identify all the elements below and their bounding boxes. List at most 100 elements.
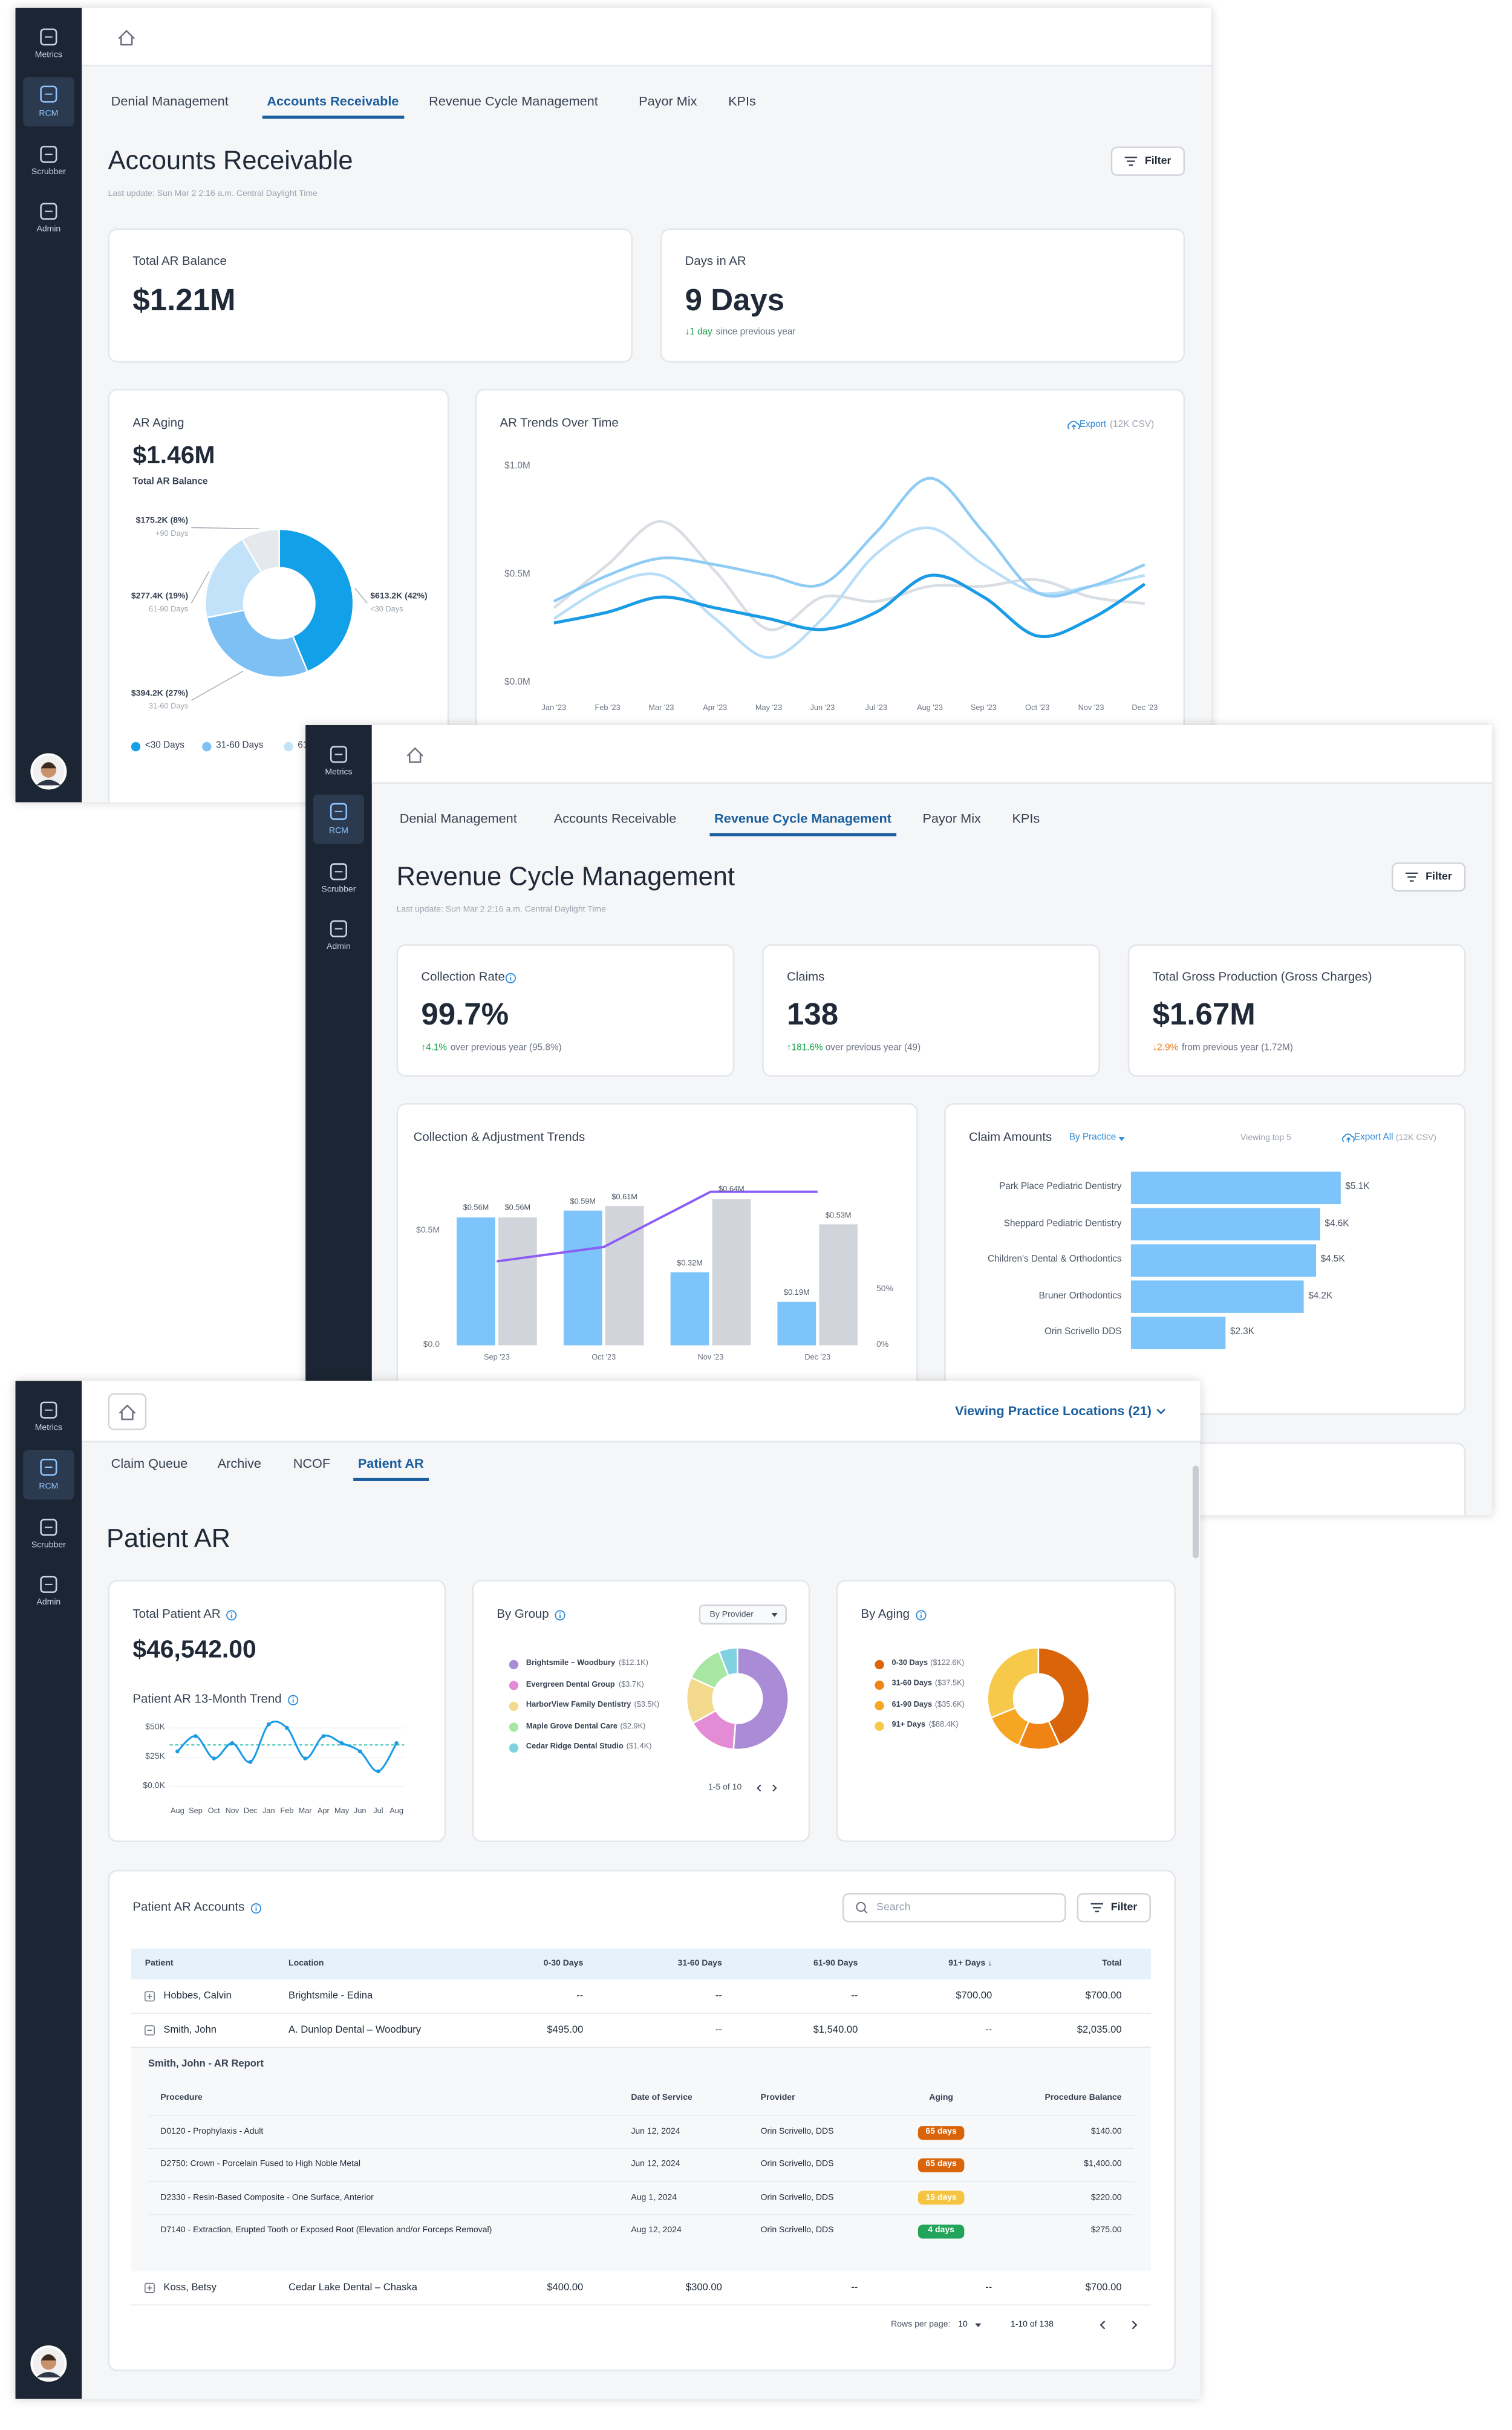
nav-icon[interactable] [40, 85, 57, 103]
legend-label: 61-90 Days [891, 1699, 933, 1710]
tab[interactable]: Denial Management [111, 93, 229, 109]
bar [1130, 1171, 1341, 1205]
expand-toggle[interactable] [145, 2282, 155, 2293]
caret [771, 1613, 778, 1617]
prev-page[interactable] [757, 1784, 761, 1792]
nav-label[interactable]: Admin [36, 225, 61, 235]
location-selector[interactable]: Viewing Practice Locations (21) [955, 1402, 1152, 1419]
legend-dot [875, 1721, 884, 1731]
report-cell: $275.00 [1090, 2226, 1122, 2236]
table-cell: $495.00 [547, 2025, 584, 2036]
export-icon[interactable] [1341, 1133, 1355, 1143]
rows-per-page[interactable]: 10 [958, 2320, 968, 2330]
tab[interactable]: Revenue Cycle Management [714, 810, 891, 826]
nav-label[interactable]: Scrubber [321, 885, 356, 895]
home-icon[interactable] [406, 747, 423, 763]
info-icon[interactable] [916, 1610, 927, 1621]
nav-icon[interactable] [330, 863, 347, 881]
expand-toggle[interactable] [145, 1991, 155, 2002]
tab[interactable]: Denial Management [399, 810, 517, 826]
nav-label[interactable]: RCM [328, 827, 348, 836]
info-icon-dot [920, 1612, 922, 1614]
export-icon[interactable] [1067, 420, 1080, 430]
tab[interactable]: Payor Mix [639, 93, 697, 109]
home-icon[interactable] [118, 30, 135, 46]
nav-label[interactable]: RCM [39, 1482, 59, 1492]
nav-label[interactable]: Metrics [325, 768, 353, 778]
tab[interactable]: Archive [217, 1455, 261, 1471]
nav-icon[interactable] [330, 920, 347, 937]
card-label: Total AR Balance [132, 253, 227, 268]
home-icon[interactable] [119, 1404, 136, 1421]
next-page[interactable] [772, 1784, 777, 1792]
filter-label[interactable]: Filter [1110, 1901, 1138, 1913]
nav-label[interactable]: Scrubber [31, 168, 66, 178]
nav-icon[interactable] [40, 203, 57, 220]
tab[interactable]: Accounts Receivable [553, 810, 677, 826]
tab[interactable]: Patient AR [357, 1455, 424, 1471]
search-placeholder[interactable]: Search [876, 1901, 911, 1913]
tab[interactable]: Accounts Receivable [267, 93, 399, 109]
prev-page[interactable] [1100, 2321, 1106, 2330]
aging-badge [917, 2191, 965, 2206]
x-tick-label: Aug '23 [917, 703, 943, 714]
info-icon[interactable] [250, 1903, 262, 1914]
nav-label[interactable]: Admin [327, 942, 351, 952]
card-value: 99.7% [421, 998, 509, 1032]
search-box[interactable] [842, 1893, 1066, 1923]
x-tick-label: Nov [225, 1806, 240, 1817]
nav-icon[interactable] [330, 746, 347, 763]
nav-label[interactable]: Scrubber [31, 1541, 66, 1551]
nav-icon[interactable] [40, 1575, 57, 1593]
info-icon[interactable] [505, 972, 516, 983]
filter-label[interactable]: Filter [1426, 871, 1452, 882]
trend-line [553, 526, 1145, 659]
slice-label: $613.2K (42%) [370, 592, 428, 602]
export-link[interactable]: Export [1079, 420, 1107, 430]
filter-label[interactable]: Filter [1144, 155, 1171, 166]
tab-underline [709, 833, 897, 836]
nav-icon[interactable] [40, 1401, 57, 1419]
dropdown-label[interactable]: By Provider [709, 1609, 754, 1620]
tab[interactable]: Revenue Cycle Management [429, 93, 598, 109]
table-cell: $700.00 [1085, 1990, 1122, 2002]
tab[interactable]: KPIs [728, 93, 756, 109]
table-cell: -- [985, 2025, 992, 2036]
leader-line [354, 588, 368, 604]
legend-value: ($35.6K) [934, 1699, 965, 1710]
report-column-header: Procedure [160, 2093, 203, 2103]
tab[interactable]: KPIs [1012, 810, 1040, 826]
tab[interactable]: Payor Mix [922, 810, 981, 826]
next-page[interactable] [1132, 2321, 1138, 2330]
filter-button[interactable] [1392, 862, 1466, 892]
x-tick-label: Feb '23 [595, 703, 621, 714]
info-icon[interactable] [226, 1610, 237, 1621]
table-cell: Brightsmile - Edina [288, 1990, 373, 2002]
nav-icon[interactable] [40, 1458, 57, 1476]
tab[interactable]: Claim Queue [111, 1455, 188, 1471]
report-cell: Orin Scrivello, DDS [760, 2193, 834, 2203]
expand-toggle[interactable] [145, 2025, 155, 2036]
delta: ↓1 day [685, 328, 712, 337]
nav-icon[interactable] [40, 146, 57, 163]
filter-button[interactable] [1077, 1893, 1152, 1923]
nav-icon[interactable] [40, 28, 57, 46]
tab[interactable]: NCOF [293, 1455, 331, 1471]
nav-icon[interactable] [330, 803, 347, 820]
donut-slice [278, 528, 354, 673]
export-link[interactable]: Export All [1354, 1133, 1393, 1143]
trend-point [175, 1749, 180, 1754]
nav-label[interactable]: Admin [36, 1598, 61, 1608]
info-icon[interactable] [288, 1695, 299, 1705]
provider-dropdown[interactable] [699, 1604, 787, 1625]
home-button[interactable] [108, 1393, 147, 1430]
group-by-dropdown[interactable]: By Practice [1069, 1133, 1116, 1143]
aging-badge [917, 2224, 965, 2238]
nav-icon[interactable] [40, 1519, 57, 1536]
nav-label[interactable]: Metrics [34, 1424, 62, 1433]
nav-label[interactable]: RCM [39, 109, 59, 119]
patient-ar-window: Metrics RCM Scrubber Admin Viewing Practice … [15, 1381, 1201, 2399]
filter-button[interactable] [1110, 146, 1185, 176]
nav-label[interactable]: Metrics [34, 51, 62, 60]
info-icon[interactable] [555, 1610, 565, 1621]
